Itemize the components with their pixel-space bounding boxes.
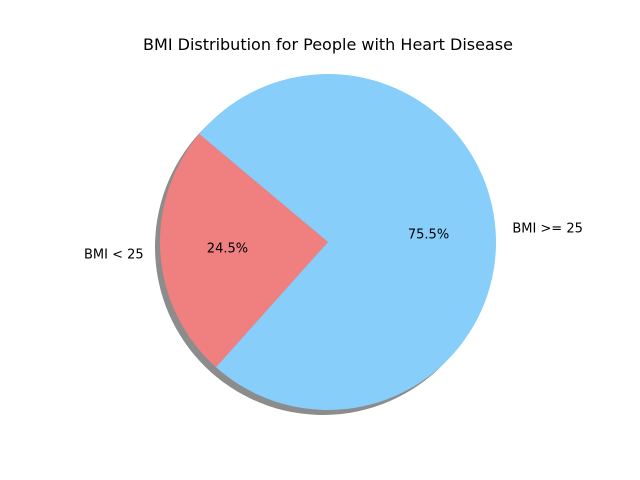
pie-slice-1 bbox=[199, 74, 497, 411]
pie-slices bbox=[160, 74, 497, 411]
pie-slice-pct-1: 75.5% bbox=[408, 227, 449, 242]
pie-slice-label-1: BMI >= 25 bbox=[512, 221, 583, 236]
pie-labels: BMI < 25 24.5% BMI >= 25 75.5% bbox=[84, 221, 583, 262]
pie-slice-pct-0: 24.5% bbox=[207, 242, 248, 257]
pie-slice-label-0: BMI < 25 bbox=[84, 248, 144, 263]
pie-slice-0 bbox=[160, 134, 328, 368]
chart-title: BMI Distribution for People with Heart D… bbox=[143, 35, 513, 54]
